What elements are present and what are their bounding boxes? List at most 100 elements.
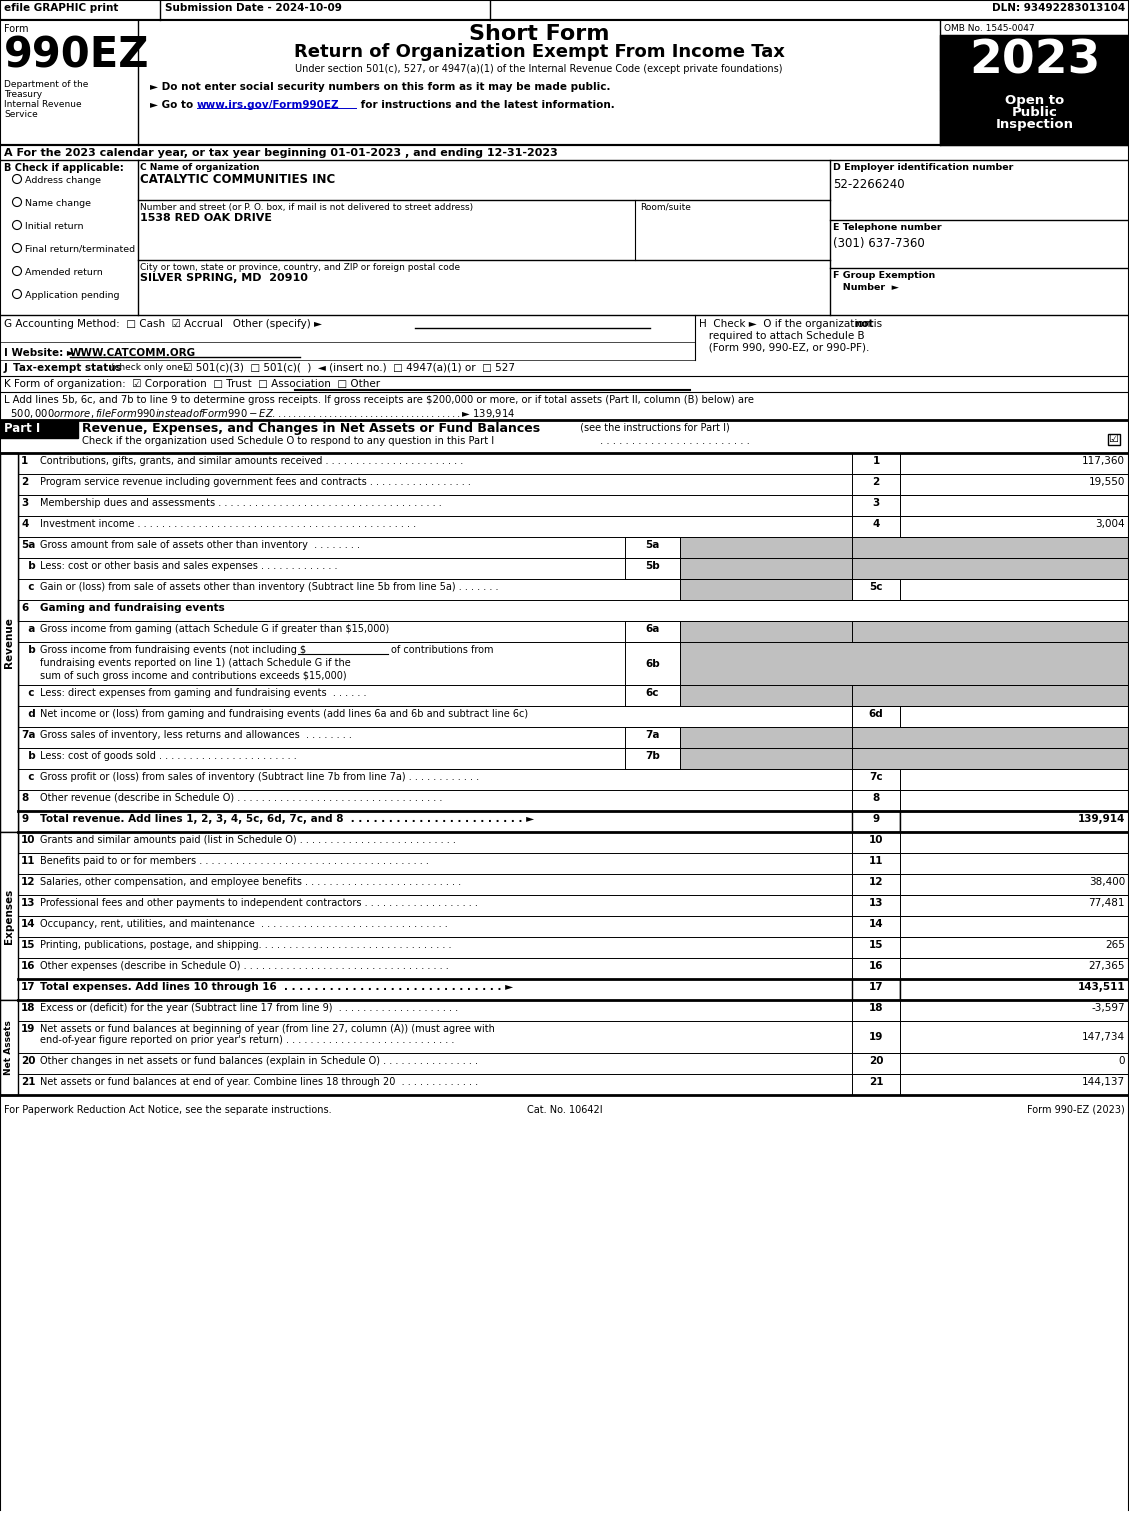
Text: Application pending: Application pending xyxy=(25,291,120,300)
Text: -3,597: -3,597 xyxy=(1092,1003,1124,1013)
Text: 144,137: 144,137 xyxy=(1082,1077,1124,1087)
Text: E Telephone number: E Telephone number xyxy=(833,223,942,232)
Text: Net assets or fund balances at end of year. Combine lines 18 through 20  . . . .: Net assets or fund balances at end of ye… xyxy=(40,1077,478,1087)
Text: Tax-exempt status: Tax-exempt status xyxy=(14,363,122,374)
Text: of contributions from: of contributions from xyxy=(391,645,493,656)
Text: Department of the: Department of the xyxy=(5,79,88,88)
Text: Amended return: Amended return xyxy=(25,268,103,278)
Text: Other revenue (describe in Schedule O) . . . . . . . . . . . . . . . . . . . . .: Other revenue (describe in Schedule O) .… xyxy=(40,793,443,804)
Text: not: not xyxy=(854,319,874,329)
Text: 2023: 2023 xyxy=(969,38,1100,82)
Text: 0: 0 xyxy=(1119,1055,1124,1066)
Text: 990EZ: 990EZ xyxy=(5,34,149,76)
Bar xyxy=(852,1000,900,1022)
Bar xyxy=(680,621,852,642)
Bar xyxy=(1108,435,1120,445)
Text: 9: 9 xyxy=(21,814,28,824)
Text: 5b: 5b xyxy=(645,561,659,570)
Text: A For the 2023 calendar year, or tax year beginning 01-01-2023 , and ending 12-3: A For the 2023 calendar year, or tax yea… xyxy=(5,148,558,159)
Text: C Name of organization: C Name of organization xyxy=(140,163,260,172)
Text: Room/suite: Room/suite xyxy=(640,203,691,212)
Text: 10: 10 xyxy=(21,836,35,845)
Text: Total revenue. Add lines 1, 2, 3, 4, 5c, 6d, 7c, and 8  . . . . . . . . . . . . : Total revenue. Add lines 1, 2, 3, 4, 5c,… xyxy=(40,814,534,824)
Bar xyxy=(852,474,900,496)
Text: 18: 18 xyxy=(868,1003,883,1013)
Text: 143,511: 143,511 xyxy=(1077,982,1124,991)
Bar xyxy=(852,1022,900,1052)
Bar xyxy=(680,642,1129,685)
Bar xyxy=(852,874,900,895)
Text: Expenses: Expenses xyxy=(5,889,14,944)
Bar xyxy=(852,1074,900,1095)
Text: 14: 14 xyxy=(21,920,36,929)
Bar xyxy=(0,453,18,833)
Text: b: b xyxy=(21,645,36,656)
Text: (see the instructions for Part I): (see the instructions for Part I) xyxy=(577,422,729,432)
Text: 5a: 5a xyxy=(646,540,659,551)
Text: end-of-year figure reported on prior year's return) . . . . . . . . . . . . . . : end-of-year figure reported on prior yea… xyxy=(40,1035,454,1045)
Text: $500,000 or more, file Form 990 instead of Form 990-EZ . . . . . . . . . . . . .: $500,000 or more, file Form 990 instead … xyxy=(5,407,515,419)
Bar xyxy=(900,1052,1129,1074)
Bar xyxy=(852,833,900,852)
Bar xyxy=(852,537,1129,558)
Text: 18: 18 xyxy=(21,1003,35,1013)
Text: Number  ►: Number ► xyxy=(833,284,899,291)
Text: G Accounting Method:  □ Cash  ☑ Accrual   Other (specify) ►: G Accounting Method: □ Cash ☑ Accrual Ot… xyxy=(5,319,322,329)
Text: 12: 12 xyxy=(21,877,35,888)
Text: Gross income from gaming (attach Schedule G if greater than $15,000): Gross income from gaming (attach Schedul… xyxy=(40,624,390,634)
Bar xyxy=(900,580,1129,599)
Text: 13: 13 xyxy=(868,898,883,907)
Bar xyxy=(900,474,1129,496)
Text: c: c xyxy=(21,772,35,782)
Text: 16: 16 xyxy=(21,961,35,971)
Text: Number and street (or P. O. box, if mail is not delivered to street address): Number and street (or P. O. box, if mail… xyxy=(140,203,473,212)
Text: Excess or (deficit) for the year (Subtract line 17 from line 9)  . . . . . . . .: Excess or (deficit) for the year (Subtra… xyxy=(40,1003,458,1013)
Text: Under section 501(c), 527, or 4947(a)(1) of the Internal Revenue Code (except pr: Under section 501(c), 527, or 4947(a)(1)… xyxy=(296,64,782,75)
Text: 6a: 6a xyxy=(646,624,659,634)
Text: 11: 11 xyxy=(868,856,883,866)
Text: SILVER SPRING, MD  20910: SILVER SPRING, MD 20910 xyxy=(140,273,308,284)
Text: 19: 19 xyxy=(869,1032,883,1042)
Text: H  Check ►  O if the organization is: H Check ► O if the organization is xyxy=(699,319,885,329)
Text: Gross profit or (loss) from sales of inventory (Subtract line 7b from line 7a) .: Gross profit or (loss) from sales of inv… xyxy=(40,772,479,782)
Text: ► Do not enter social security numbers on this form as it may be made public.: ► Do not enter social security numbers o… xyxy=(150,82,611,91)
Bar xyxy=(852,515,900,537)
Text: Net income or (loss) from gaming and fundraising events (add lines 6a and 6b and: Net income or (loss) from gaming and fun… xyxy=(40,709,528,718)
Bar xyxy=(900,979,1129,1000)
Text: DLN: 93492283013104: DLN: 93492283013104 xyxy=(991,3,1124,14)
Text: 3: 3 xyxy=(21,499,28,508)
Text: Form 990-EZ (2023): Form 990-EZ (2023) xyxy=(1027,1106,1124,1115)
Text: b: b xyxy=(21,750,36,761)
Bar xyxy=(625,537,680,558)
Text: 7a: 7a xyxy=(21,730,35,740)
Text: Internal Revenue: Internal Revenue xyxy=(5,101,81,108)
Bar xyxy=(852,769,900,790)
Text: Salaries, other compensation, and employee benefits . . . . . . . . . . . . . . : Salaries, other compensation, and employ… xyxy=(40,877,461,888)
Bar xyxy=(0,419,78,438)
Text: 117,360: 117,360 xyxy=(1082,456,1124,467)
Text: 3: 3 xyxy=(873,499,879,508)
Bar xyxy=(0,0,1129,20)
Text: Revenue: Revenue xyxy=(5,618,14,668)
Text: Less: cost of goods sold . . . . . . . . . . . . . . . . . . . . . . .: Less: cost of goods sold . . . . . . . .… xyxy=(40,750,297,761)
Text: 1: 1 xyxy=(873,456,879,467)
Text: (Form 990, 990-EZ, or 990-PF).: (Form 990, 990-EZ, or 990-PF). xyxy=(699,343,869,352)
Text: Investment income . . . . . . . . . . . . . . . . . . . . . . . . . . . . . . . : Investment income . . . . . . . . . . . … xyxy=(40,518,417,529)
Bar xyxy=(625,642,680,685)
Text: 1: 1 xyxy=(21,456,28,467)
Text: Name change: Name change xyxy=(25,198,91,207)
Bar xyxy=(900,496,1129,515)
Bar xyxy=(900,874,1129,895)
Text: 20: 20 xyxy=(868,1055,883,1066)
Bar xyxy=(900,453,1129,474)
Bar xyxy=(900,917,1129,936)
Text: 11: 11 xyxy=(21,856,35,866)
Bar xyxy=(0,453,18,854)
Text: 2: 2 xyxy=(21,477,28,486)
Text: Other changes in net assets or fund balances (explain in Schedule O) . . . . . .: Other changes in net assets or fund bala… xyxy=(40,1055,478,1066)
Text: 27,365: 27,365 xyxy=(1088,961,1124,971)
Text: (301) 637-7360: (301) 637-7360 xyxy=(833,236,925,250)
Text: 7b: 7b xyxy=(645,750,660,761)
Text: b: b xyxy=(21,561,36,570)
Text: 7a: 7a xyxy=(646,730,659,740)
